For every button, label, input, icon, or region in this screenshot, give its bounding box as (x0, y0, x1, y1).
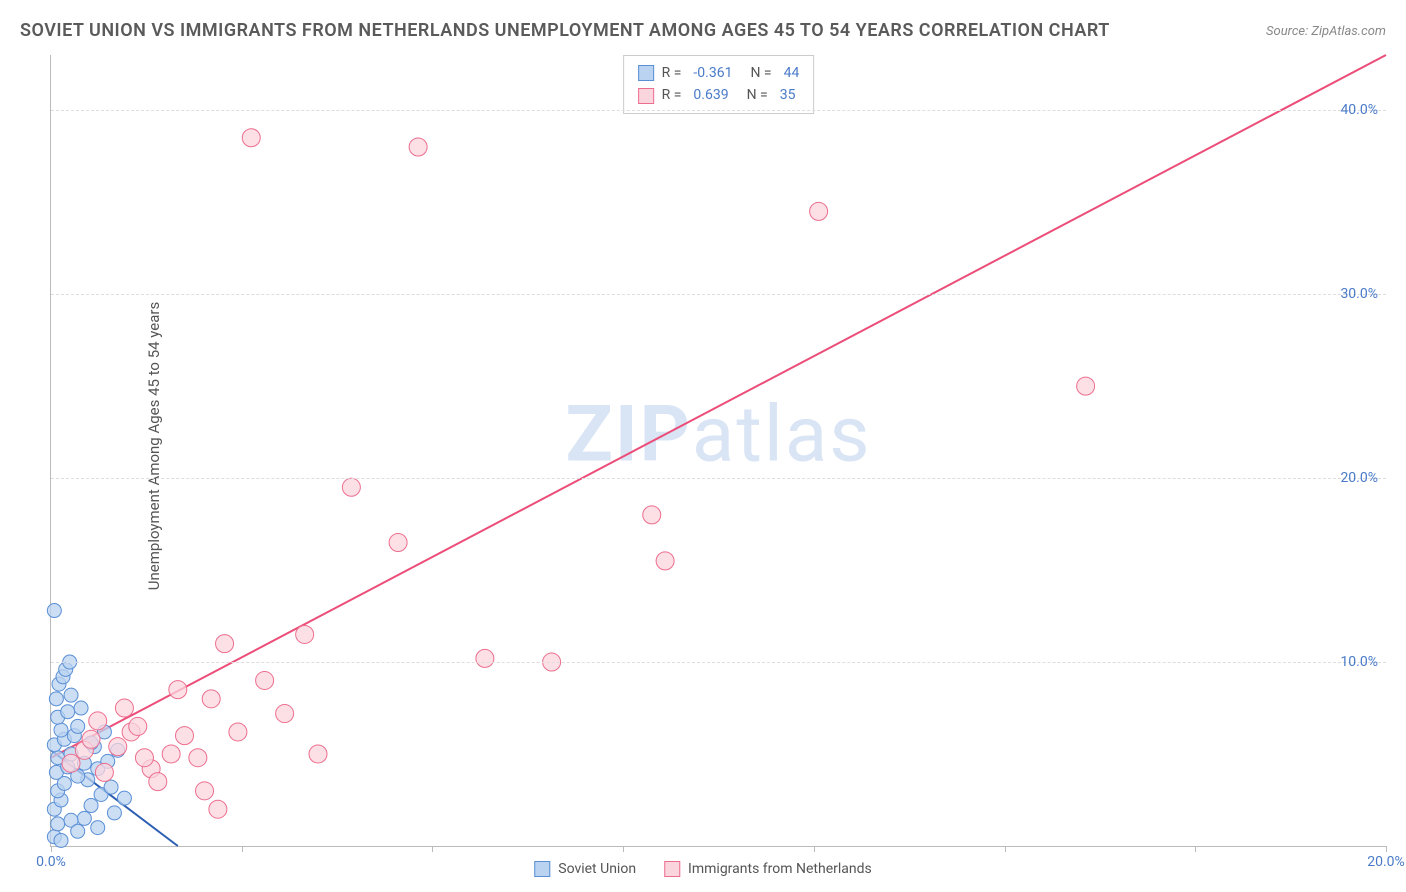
y-tick-label: 20.0% (1340, 470, 1378, 486)
x-tick (1386, 846, 1387, 852)
data-point (149, 773, 167, 791)
data-point (810, 202, 828, 220)
data-point (54, 723, 68, 737)
regression-line (51, 55, 1386, 758)
legend-item-soviet: Soviet Union (534, 861, 636, 877)
data-point (104, 780, 118, 794)
data-point (71, 824, 85, 838)
data-point (342, 478, 360, 496)
x-tick (1195, 846, 1196, 852)
data-point (107, 806, 121, 820)
x-tick-label: 20.0% (1367, 854, 1405, 870)
stats-n-label-2: N = (747, 84, 768, 106)
data-point (117, 791, 131, 805)
x-tick (51, 846, 52, 852)
x-tick (432, 846, 433, 852)
data-point (409, 138, 427, 156)
stats-legend: R = -0.361 N = 44 R = 0.639 N = 35 (623, 55, 815, 114)
x-tick (1005, 846, 1006, 852)
scatter-svg (51, 55, 1386, 846)
data-point (135, 749, 153, 767)
data-point (82, 730, 100, 748)
bottom-legend: Soviet Union Immigrants from Netherlands (534, 861, 871, 877)
swatch-soviet (638, 65, 654, 81)
x-tick-label: 0.0% (36, 854, 66, 870)
data-point (169, 681, 187, 699)
plot-area: ZIPatlas R = -0.361 N = 44 R = 0.639 N =… (50, 55, 1386, 847)
legend-swatch-soviet (534, 861, 550, 877)
data-point (62, 754, 80, 772)
data-point (54, 833, 68, 847)
data-point (74, 701, 88, 715)
gridline-h (51, 294, 1386, 295)
x-tick (814, 846, 815, 852)
data-point (242, 129, 260, 147)
data-point (61, 705, 75, 719)
stats-r-label-2: R = (662, 84, 682, 106)
data-point (64, 688, 78, 702)
data-point (115, 699, 133, 717)
y-tick-label: 30.0% (1340, 286, 1378, 302)
stats-n-soviet: 44 (784, 62, 800, 84)
legend-label-soviet: Soviet Union (558, 861, 636, 877)
y-tick-label: 10.0% (1340, 654, 1378, 670)
legend-label-netherlands: Immigrants from Netherlands (688, 861, 872, 877)
data-point (47, 604, 61, 618)
data-point (196, 782, 214, 800)
data-point (49, 692, 63, 706)
stats-n-netherlands: 35 (780, 84, 796, 106)
y-tick-label: 40.0% (1340, 102, 1378, 118)
stats-row-soviet: R = -0.361 N = 44 (638, 62, 800, 84)
data-point (162, 745, 180, 763)
chart-title: SOVIET UNION VS IMMIGRANTS FROM NETHERLA… (20, 20, 1110, 41)
stats-n-label: N = (750, 62, 771, 84)
data-point (202, 690, 220, 708)
data-point (189, 749, 207, 767)
data-point (476, 649, 494, 667)
data-point (129, 717, 147, 735)
data-point (276, 705, 294, 723)
data-point (643, 506, 661, 524)
gridline-h (51, 110, 1386, 111)
gridline-h (51, 662, 1386, 663)
data-point (91, 821, 105, 835)
data-point (51, 817, 65, 831)
swatch-netherlands (638, 88, 654, 104)
stats-r-soviet: -0.361 (693, 62, 732, 84)
gridline-h (51, 478, 1386, 479)
x-tick (242, 846, 243, 852)
data-point (256, 671, 274, 689)
data-point (77, 811, 91, 825)
data-point (296, 625, 314, 643)
data-point (89, 712, 107, 730)
data-point (1077, 377, 1095, 395)
data-point (656, 552, 674, 570)
data-point (209, 800, 227, 818)
stats-r-netherlands: 0.639 (693, 84, 728, 106)
data-point (309, 745, 327, 763)
data-point (71, 719, 85, 733)
source-attribution: Source: ZipAtlas.com (1266, 24, 1386, 39)
x-tick (623, 846, 624, 852)
legend-swatch-netherlands (664, 861, 680, 877)
data-point (95, 763, 113, 781)
stats-r-label: R = (662, 62, 682, 84)
data-point (176, 727, 194, 745)
data-point (216, 635, 234, 653)
data-point (109, 738, 127, 756)
legend-item-netherlands: Immigrants from Netherlands (664, 861, 872, 877)
data-point (389, 533, 407, 551)
data-point (229, 723, 247, 741)
stats-row-netherlands: R = 0.639 N = 35 (638, 84, 800, 106)
data-point (84, 799, 98, 813)
